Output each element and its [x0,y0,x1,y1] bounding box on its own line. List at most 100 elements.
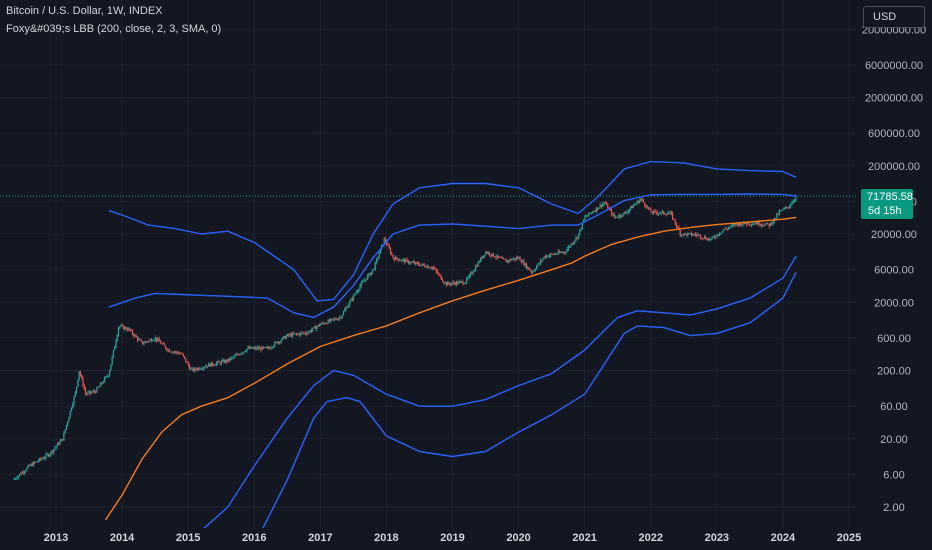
candle-body [565,251,567,253]
y-tick-label: 2.00 [883,502,904,514]
candle-body [441,279,444,282]
candle-body [298,333,300,336]
time-axis[interactable]: 2013 2014 2015 2016 2017 2018 2019 2020 2021 2022… [44,532,861,544]
candle-body [672,213,674,220]
y-tick-label: 600.00 [877,333,911,345]
candle-body [481,257,483,259]
candle-body [215,362,217,365]
candle-body [344,309,346,312]
candle-body [53,449,55,453]
candle-body [302,332,304,334]
candle-body [461,281,463,283]
candle-body [67,421,69,426]
price-axis[interactable]: 20000000.006000000.002000000.00600000.00… [862,24,926,514]
candle-body [295,333,298,335]
candle-body [49,454,51,457]
candle-body [252,348,254,349]
candle-body [342,311,345,316]
candle-body [753,223,755,225]
candle-body [89,391,92,393]
candle-body [675,223,678,227]
candle-body [760,224,763,226]
candle-body [791,202,793,205]
candle-body [392,254,394,259]
candle-body [693,234,695,235]
candle-body [58,443,60,445]
y-tick-label: 2000.00 [874,297,914,309]
candle-body [588,212,590,216]
candle-body [471,272,473,274]
x-tick-label: 2021 [572,532,596,544]
series-line-4 [262,271,797,528]
candle-body [679,230,681,236]
candle-body [355,292,357,294]
candle-body [424,265,426,267]
candle-body [440,275,442,280]
currency-button[interactable]: USD [863,6,925,28]
candle-body [370,271,373,275]
candle-body [84,388,87,394]
candle-body [246,348,248,352]
candle-body [649,208,651,210]
candle-body [661,211,664,213]
candle-body [307,332,309,335]
candle-body [250,347,252,349]
candle-body [257,347,259,349]
x-tick-label: 2022 [639,532,663,544]
candle-body [156,337,158,341]
candle-body [95,391,97,393]
candle-body [748,222,750,225]
candle-body [473,270,475,272]
candle-body [181,353,183,355]
candle-body [790,204,792,207]
candle-body [117,327,120,335]
candle-body [717,234,719,236]
candle-body [190,368,192,370]
candle-body [41,458,43,460]
candle-body [611,209,613,215]
candle-body [687,233,689,236]
candle-body [669,211,671,214]
bar-countdown: 5d 15h [868,205,902,217]
candle-body [168,349,170,352]
candle-body [247,347,249,349]
y-tick-label: 2000000.00 [865,93,923,105]
candle-body [752,223,754,225]
candle-body [618,214,620,218]
candle-body [72,403,74,409]
candle-body [75,386,78,393]
candle-body [571,243,573,245]
candle-body [210,362,212,367]
candle-body [405,259,407,263]
candle-body [70,408,73,411]
candle-body [195,368,197,370]
candle-body [185,358,187,362]
candle-body [218,361,220,363]
candle-body [539,260,542,264]
candle-body [34,462,36,464]
candle-body [138,339,140,341]
indicator-legend[interactable]: Foxy&#039;s LBB (200, close, 2, 3, SMA, … [6,23,222,35]
candle-body [130,330,132,332]
candle-body [373,269,375,271]
candle-body [243,351,245,353]
candle-body [272,345,275,348]
candle-body [616,216,618,218]
candle-body [100,382,102,386]
x-tick-label: 2019 [440,532,464,544]
candle-body [313,326,315,328]
candle-body [177,352,179,354]
candle-body [509,259,511,262]
candle-body [83,385,85,389]
candle-body [733,224,735,226]
candle-body [645,205,647,208]
candle-body [642,199,644,203]
candle-body [552,254,554,255]
candle-body [35,461,37,463]
candle-body [544,256,547,258]
candle-body [162,343,164,345]
candle-body [570,243,572,247]
candle-body [116,334,118,341]
candle-body [428,266,430,268]
